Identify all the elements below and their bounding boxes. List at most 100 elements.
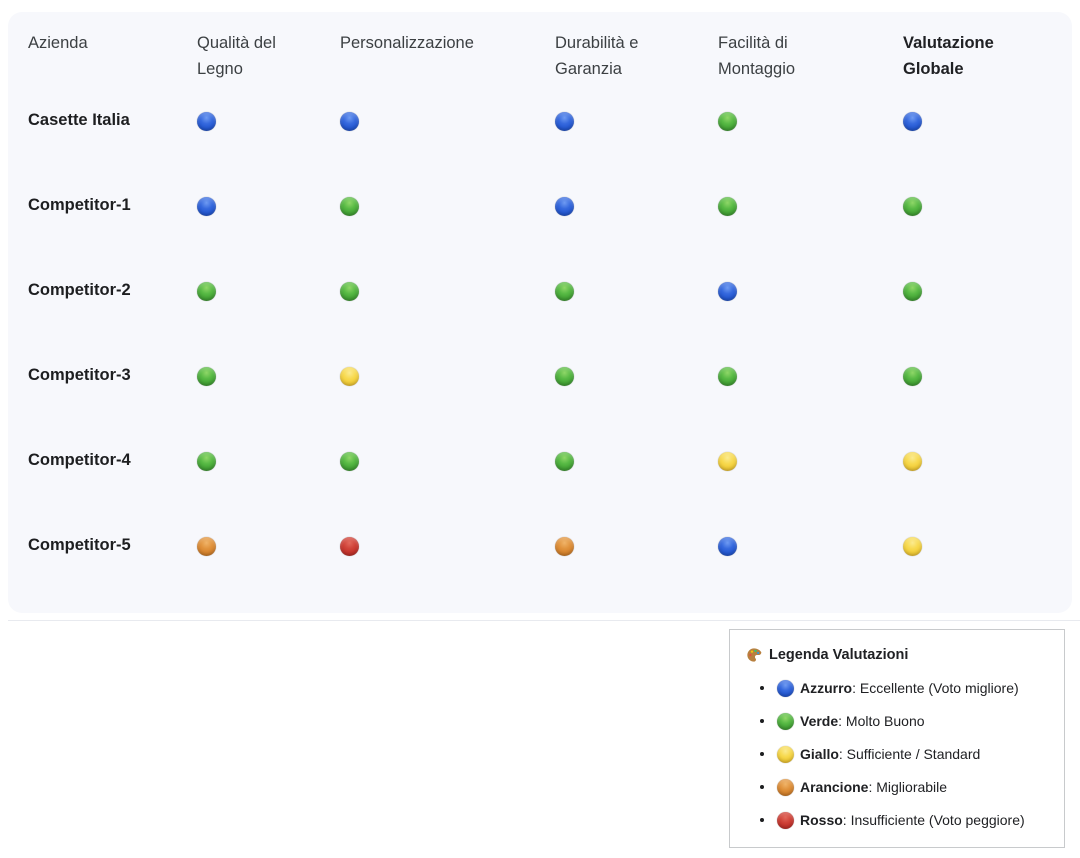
legend-dot-green — [777, 712, 794, 730]
comparison-table-card: Azienda Qualità del Legno Personalizzazi… — [8, 12, 1072, 613]
table-header-row: Azienda Qualità del Legno Personalizzazi… — [28, 30, 1052, 105]
table-row: Competitor-2 — [28, 275, 1052, 360]
legend-item: Rosso : Insufficiente (Voto peggiore) — [760, 810, 1050, 830]
company-cell: Competitor-4 — [28, 447, 197, 530]
table-row: Casette Italia — [28, 105, 1052, 190]
rating-dot-green — [197, 452, 216, 471]
rating-cell — [340, 192, 555, 275]
legend-color-name: Verde — [800, 713, 839, 729]
rating-cell — [718, 192, 903, 275]
rating-dot-green — [718, 197, 737, 216]
rating-dot-green — [903, 197, 922, 216]
rating-cell — [718, 447, 903, 530]
company-name: Competitor-5 — [28, 536, 131, 554]
bullet-icon — [760, 752, 764, 756]
legend-list: Azzurro : Eccellente (Voto migliore) Ver… — [760, 678, 1050, 830]
legend-color-description: : Migliorabile — [868, 779, 948, 795]
table-row: Competitor-4 — [28, 445, 1052, 530]
legend-card: Legenda Valutazioni Azzurro : Eccellente… — [729, 629, 1065, 848]
rating-cell — [718, 532, 903, 613]
rating-dot-orange — [555, 537, 574, 556]
legend-title: Legenda Valutazioni — [769, 647, 909, 663]
rating-dot-green — [340, 282, 359, 301]
rating-cell — [718, 362, 903, 445]
legend-title-row: Legenda Valutazioni — [746, 645, 1050, 665]
company-cell: Competitor-5 — [28, 532, 197, 613]
rating-cell — [903, 277, 1052, 360]
company-cell: Competitor-1 — [28, 192, 197, 275]
rating-dot-green — [197, 367, 216, 386]
rating-dot-yellow — [718, 452, 737, 471]
rating-dot-green — [903, 367, 922, 386]
table-row: Competitor-3 — [28, 360, 1052, 445]
rating-cell — [718, 277, 903, 360]
column-header: Azienda — [28, 34, 88, 52]
column-header: Valutazione Globale — [903, 34, 994, 78]
rating-dot-green — [340, 197, 359, 216]
column-header: Qualità del Legno — [197, 34, 276, 78]
company-name: Competitor-4 — [28, 451, 131, 469]
rating-cell — [197, 447, 340, 530]
legend-color-name: Giallo — [800, 746, 839, 762]
bullet-icon — [760, 818, 764, 822]
rating-dot-green — [718, 112, 737, 131]
rating-dot-red — [340, 537, 359, 556]
rating-dot-green — [555, 282, 574, 301]
bullet-icon — [760, 686, 764, 690]
rating-cell — [197, 362, 340, 445]
rating-cell — [903, 532, 1052, 613]
column-header: Durabilità e Garanzia — [555, 34, 639, 78]
rating-cell — [555, 532, 718, 613]
legend-item: Arancione : Migliorabile — [760, 777, 1050, 797]
legend-item: Azzurro : Eccellente (Voto migliore) — [760, 678, 1050, 698]
rating-dot-green — [555, 452, 574, 471]
rating-dot-blue — [555, 197, 574, 216]
company-name: Competitor-2 — [28, 281, 131, 299]
palette-icon — [747, 648, 762, 662]
bullet-icon — [760, 785, 764, 789]
legend-color-name: Azzurro — [800, 680, 853, 696]
rating-cell — [555, 362, 718, 445]
rating-dot-blue — [197, 112, 216, 131]
company-cell: Competitor-3 — [28, 362, 197, 445]
rating-dot-green — [197, 282, 216, 301]
rating-dot-green — [340, 452, 359, 471]
company-name: Competitor-3 — [28, 366, 131, 384]
rating-cell — [903, 107, 1052, 190]
rating-cell — [197, 532, 340, 613]
rating-dot-yellow — [340, 367, 359, 386]
legend-color-name: Rosso — [800, 812, 843, 828]
legend-color-description: : Insufficiente (Voto peggiore) — [842, 812, 1025, 828]
rating-cell — [903, 447, 1052, 530]
rating-dot-green — [718, 367, 737, 386]
legend-color-description: : Molto Buono — [838, 713, 925, 729]
rating-cell — [197, 192, 340, 275]
company-cell: Casette Italia — [28, 107, 197, 190]
rating-cell — [903, 362, 1052, 445]
rating-cell — [197, 107, 340, 190]
legend-dot-blue — [777, 679, 794, 697]
rating-dot-blue — [903, 112, 922, 131]
rating-cell — [903, 192, 1052, 275]
column-header: Facilità di Montaggio — [718, 34, 796, 78]
rating-cell — [340, 107, 555, 190]
company-name: Competitor-1 — [28, 196, 131, 214]
rating-cell — [555, 277, 718, 360]
rating-cell — [555, 192, 718, 275]
rating-dot-blue — [340, 112, 359, 131]
rating-cell — [340, 362, 555, 445]
company-cell: Competitor-2 — [28, 277, 197, 360]
legend-color-description: : Eccellente (Voto migliore) — [852, 680, 1019, 696]
table-row: Competitor-5 — [28, 530, 1052, 613]
bullet-icon — [760, 719, 764, 723]
rating-cell — [718, 107, 903, 190]
legend-color-name: Arancione — [800, 779, 869, 795]
table-row: Competitor-1 — [28, 190, 1052, 275]
rating-dot-green — [555, 367, 574, 386]
column-header: Personalizzazione — [340, 34, 474, 52]
rating-dot-yellow — [903, 537, 922, 556]
legend-dot-red — [777, 811, 794, 829]
legend-item: Giallo : Sufficiente / Standard — [760, 744, 1050, 764]
legend-item: Verde : Molto Buono — [760, 711, 1050, 731]
rating-cell — [340, 532, 555, 613]
